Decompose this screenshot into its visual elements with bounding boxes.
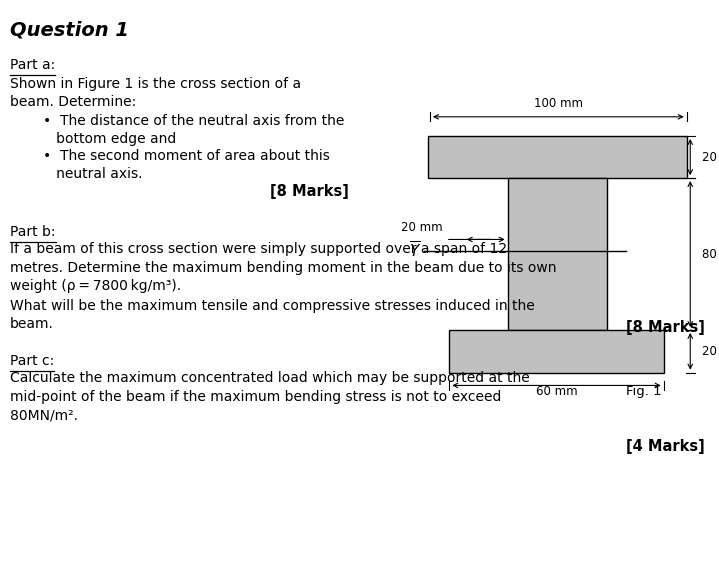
Text: Calculate the maximum concentrated load which may be supported at the
mid-point : Calculate the maximum concentrated load …: [10, 371, 530, 422]
Text: •  The distance of the neutral axis from the
   bottom edge and: • The distance of the neutral axis from …: [43, 114, 344, 146]
Bar: [428, 136, 687, 178]
Text: •  The second moment of area about this
   neutral axis.: • The second moment of area about this n…: [43, 149, 330, 181]
Text: 80 mm: 80 mm: [702, 248, 719, 260]
Bar: [508, 178, 607, 330]
Text: 20 mm: 20 mm: [400, 221, 442, 234]
Text: Part b:: Part b:: [10, 225, 55, 239]
Text: If a beam of this cross section were simply supported over a span of 12
metres. : If a beam of this cross section were sim…: [10, 242, 557, 293]
Text: Shown in Figure 1 is the cross section of a
beam. Determine:: Shown in Figure 1 is the cross section o…: [10, 77, 301, 109]
Text: 60 mm: 60 mm: [536, 385, 577, 398]
Bar: [449, 330, 664, 373]
Text: Question 1: Question 1: [10, 20, 129, 40]
Text: $\overline{Y}$: $\overline{Y}$: [409, 241, 422, 261]
Text: [4 Marks]: [4 Marks]: [626, 439, 705, 454]
Text: [8 Marks]: [8 Marks]: [270, 184, 349, 199]
Text: [8 Marks]: [8 Marks]: [626, 320, 705, 335]
Text: 20 mm: 20 mm: [702, 345, 719, 358]
Text: Fig. 1: Fig. 1: [626, 385, 661, 398]
Text: What will be the maximum tensile and compressive stresses induced in the
beam.: What will be the maximum tensile and com…: [10, 299, 535, 331]
Text: 100 mm: 100 mm: [533, 97, 583, 110]
Text: Part c:: Part c:: [10, 354, 55, 369]
Text: Part a:: Part a:: [10, 58, 55, 72]
Text: 20 mm: 20 mm: [702, 151, 719, 164]
